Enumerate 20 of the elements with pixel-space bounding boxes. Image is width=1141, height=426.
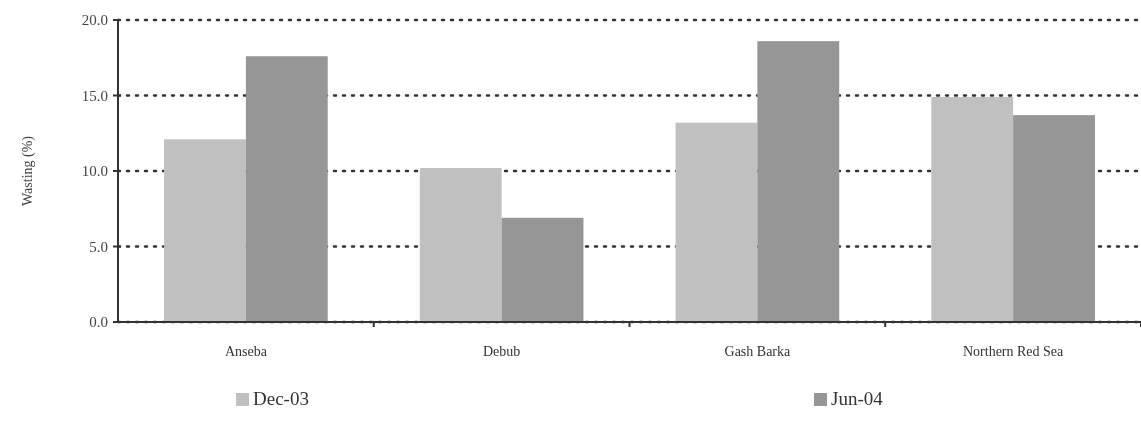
bar [419,167,502,322]
bar [1013,115,1095,322]
bar [757,41,840,322]
y-tick-label: 15.0 [81,87,108,104]
x-tick-label: Gash Barka [724,344,792,359]
legend-label: Jun-04 [831,388,884,409]
bar [164,139,246,322]
x-tick-label: Anseba [224,344,268,359]
bar [931,97,1014,322]
y-tick-label: 5.0 [89,238,108,255]
x-tick-label: Northern Red Sea [962,344,1065,359]
bar [501,217,584,322]
y-tick-label: 20.0 [81,12,108,29]
x-tick-label: Debub [482,344,521,359]
y-axis-title: Wasting (%) [20,135,36,207]
y-tick-label: 0.0 [89,314,108,331]
y-tick-label: 10.0 [81,163,108,180]
bar [245,56,328,322]
bar [675,122,758,322]
legend-label: Dec-03 [253,388,309,409]
